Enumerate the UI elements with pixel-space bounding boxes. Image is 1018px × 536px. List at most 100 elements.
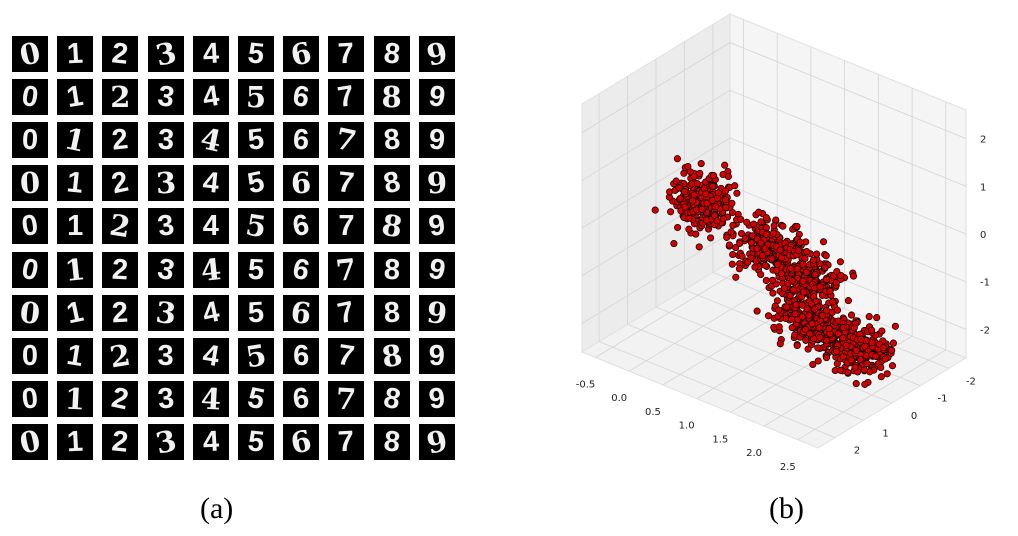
digit-tile: 4 xyxy=(192,380,229,417)
digit-glyph: 0 xyxy=(19,80,41,115)
digit-tile: 9 xyxy=(418,122,455,159)
scatter-point xyxy=(736,239,744,247)
scatter-point xyxy=(873,314,881,322)
digit-tile: 5 xyxy=(238,337,274,375)
scatter-point xyxy=(779,222,787,230)
scatter-point xyxy=(753,245,761,253)
digit-tile: 1 xyxy=(57,79,94,116)
z-tick-label: 1 xyxy=(980,182,986,193)
digit-glyph: 9 xyxy=(427,123,446,157)
scatter-point xyxy=(816,283,824,291)
z-gridline xyxy=(581,89,967,187)
digit-tile: 9 xyxy=(418,423,455,461)
digit-glyph: 0 xyxy=(21,339,39,372)
scatter-point xyxy=(774,260,782,268)
scatter-point xyxy=(786,292,794,300)
digit-glyph: 5 xyxy=(244,381,268,417)
digit-glyph: 3 xyxy=(155,80,177,115)
x-gridline xyxy=(696,60,846,399)
scatter-3d-plot: -0.5 0.0 0.5 1.0 1.5 2.0 2.5 -2 -1 0 1 2 -2 -1 0 1 2 xyxy=(576,13,990,473)
digit-glyph: 4 xyxy=(199,381,222,417)
digit-tile: 6 xyxy=(283,79,320,116)
scatter-point xyxy=(844,297,852,305)
digit-glyph: 3 xyxy=(157,339,174,372)
x-gridline xyxy=(730,74,879,413)
scatter-point xyxy=(769,229,778,237)
scatter-point xyxy=(778,254,786,262)
digit-glyph: 4 xyxy=(199,295,223,330)
scatter-point xyxy=(690,191,698,199)
digit-tile: 2 xyxy=(102,122,139,159)
scatter-point xyxy=(698,205,706,213)
digit-tile: 8 xyxy=(373,165,410,202)
scatter-point xyxy=(888,346,896,354)
scatter-point xyxy=(805,312,813,320)
digit-glyph: 7 xyxy=(332,121,360,159)
digit-glyph: 1 xyxy=(64,381,87,417)
digit-glyph: 5 xyxy=(243,337,269,375)
digit-tile: 2 xyxy=(102,36,139,72)
digit-tile: 8 xyxy=(373,208,410,245)
digit-tile: 8 xyxy=(373,251,410,288)
x-tick-label: 0.0 xyxy=(611,393,627,404)
x-tick-label: 1.0 xyxy=(679,421,695,432)
digit-tile: 1 xyxy=(57,121,94,159)
digit-glyph: 2 xyxy=(110,425,131,459)
x-tick-label: 1.5 xyxy=(712,434,728,445)
scatter-point xyxy=(776,246,784,254)
scatter-point xyxy=(800,288,808,296)
scatter-point xyxy=(773,266,781,274)
scatter-point xyxy=(750,220,758,228)
digit-glyph: 0 xyxy=(19,165,41,201)
scatter-point xyxy=(877,363,885,372)
digit-tile: 0 xyxy=(12,294,48,331)
scatter-point xyxy=(757,218,765,226)
scatter-point xyxy=(762,230,770,238)
scatter-point xyxy=(738,252,746,260)
digit-tile: 4 xyxy=(192,165,229,202)
digit-glyph: 3 xyxy=(152,35,180,73)
digit-glyph: 0 xyxy=(18,252,42,287)
scatter-point xyxy=(852,380,860,388)
scatter-point xyxy=(702,216,711,224)
scatter-point xyxy=(813,250,821,258)
digit-glyph: 1 xyxy=(64,338,86,373)
x-tick-label: 0.5 xyxy=(645,407,661,418)
scatter-point xyxy=(651,206,659,214)
scatter-point xyxy=(703,199,711,207)
digit-glyph: 9 xyxy=(428,339,445,372)
scatter-point xyxy=(702,190,710,198)
digit-tile: 3 xyxy=(147,423,184,461)
scatter-point xyxy=(685,225,693,233)
digit-glyph: 2 xyxy=(107,208,134,245)
digit-tile: 7 xyxy=(328,294,365,331)
scatter-point xyxy=(707,234,715,242)
digit-glyph: 4 xyxy=(197,121,225,159)
digit-glyph: 1 xyxy=(64,80,86,115)
digit-tile: 0 xyxy=(12,35,48,73)
digit-glyph: 1 xyxy=(63,251,88,288)
digit-tile: 7 xyxy=(328,165,365,202)
scatter-point xyxy=(690,172,698,180)
scatter-point xyxy=(825,325,833,333)
digit-glyph: 7 xyxy=(335,381,358,417)
digit-tile: 8 xyxy=(373,423,410,460)
digit-tile: 3 xyxy=(147,294,184,331)
scatter-point xyxy=(802,268,811,276)
digit-tile: 7 xyxy=(328,36,365,72)
digit-tile: 5 xyxy=(238,208,274,245)
digit-glyph: 9 xyxy=(426,209,448,244)
digit-glyph: 5 xyxy=(245,80,267,115)
digit-glyph: 6 xyxy=(289,294,314,331)
digit-tile: 8 xyxy=(373,380,410,417)
digit-tile: 9 xyxy=(418,79,455,116)
scatter-point xyxy=(807,300,815,308)
digit-glyph: 7 xyxy=(337,37,356,71)
scatter-point xyxy=(670,240,678,248)
scatter-point xyxy=(755,208,763,216)
digit-glyph: 9 xyxy=(427,382,447,416)
z-tick-label: -2 xyxy=(980,325,990,336)
scatter-point xyxy=(815,324,823,332)
digit-glyph: 8 xyxy=(380,165,403,201)
digit-glyph: 7 xyxy=(335,338,357,373)
